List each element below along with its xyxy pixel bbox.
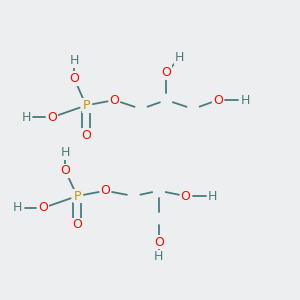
Text: H: H xyxy=(208,190,217,202)
Text: O: O xyxy=(100,184,110,197)
Text: H: H xyxy=(154,250,164,263)
Text: O: O xyxy=(154,236,164,249)
Text: O: O xyxy=(161,66,171,79)
Text: O: O xyxy=(110,94,119,106)
Text: O: O xyxy=(81,129,91,142)
Text: H: H xyxy=(70,54,79,67)
Text: O: O xyxy=(181,190,190,202)
Text: O: O xyxy=(38,202,48,214)
Text: H: H xyxy=(175,51,184,64)
Text: H: H xyxy=(61,146,70,160)
Text: O: O xyxy=(69,72,79,85)
Text: O: O xyxy=(60,164,70,177)
Text: P: P xyxy=(82,99,90,112)
Text: H: H xyxy=(240,94,250,106)
Text: P: P xyxy=(74,190,81,202)
Text: O: O xyxy=(213,94,223,106)
Text: H: H xyxy=(22,111,31,124)
Text: H: H xyxy=(13,202,22,214)
Text: O: O xyxy=(72,218,82,231)
Text: O: O xyxy=(47,111,57,124)
